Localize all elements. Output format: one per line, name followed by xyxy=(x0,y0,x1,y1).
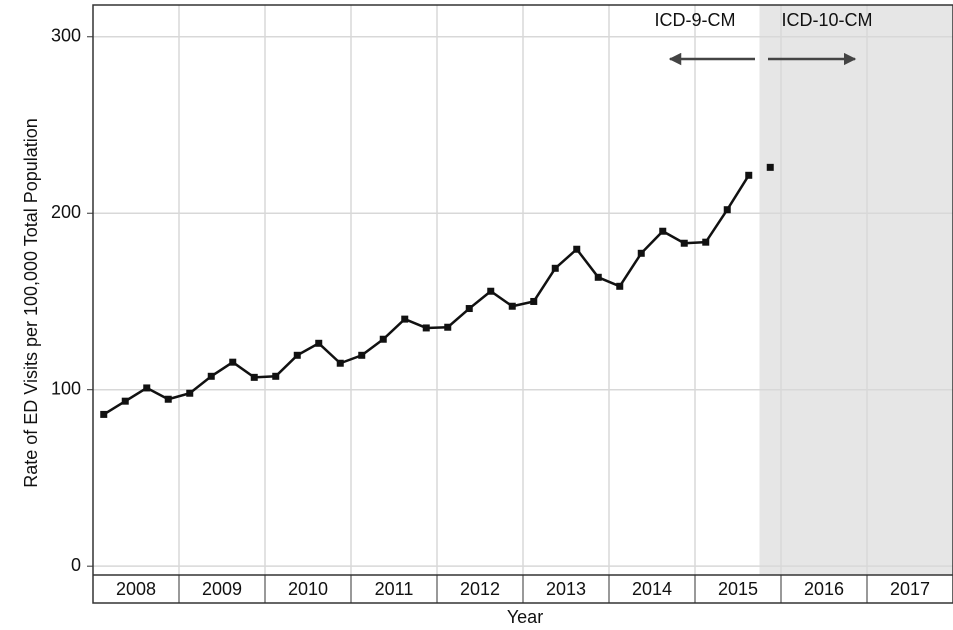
data-point xyxy=(164,395,172,403)
data-point xyxy=(551,264,559,272)
data-point xyxy=(659,227,667,235)
data-point xyxy=(358,351,366,359)
y-tick-label: 100 xyxy=(51,378,81,398)
y-tick-label: 200 xyxy=(51,202,81,222)
data-point xyxy=(100,410,108,418)
x-tick-label: 2013 xyxy=(546,579,586,599)
y-axis-label: Rate of ED Visits per 100,000 Total Popu… xyxy=(21,118,41,488)
data-point xyxy=(573,245,581,253)
plot-frame xyxy=(92,4,953,604)
x-tick-label: 2009 xyxy=(202,579,242,599)
data-point xyxy=(637,249,645,257)
x-axis-label: Year xyxy=(507,607,543,627)
data-point xyxy=(530,297,538,305)
data-point xyxy=(121,397,129,405)
data-point xyxy=(745,171,753,179)
data-point xyxy=(594,273,602,281)
data-point xyxy=(250,373,258,381)
annotation: ICD-10-CM xyxy=(781,10,872,30)
data-point xyxy=(336,359,344,367)
data-point xyxy=(508,302,516,310)
data-point xyxy=(293,351,301,359)
data-point xyxy=(487,287,495,295)
annotation: ICD-9-CM xyxy=(655,10,736,30)
data-point xyxy=(401,315,409,323)
x-tick-label: 2016 xyxy=(804,579,844,599)
series-line xyxy=(103,174,750,416)
data-point xyxy=(444,323,452,331)
data-point xyxy=(766,163,774,171)
x-tick-label: 2011 xyxy=(375,579,414,599)
data-point xyxy=(616,282,624,290)
data-point xyxy=(702,238,710,246)
x-tick-label: 2015 xyxy=(718,579,758,599)
data-point xyxy=(465,305,473,313)
data-point xyxy=(315,339,323,347)
y-tick-label: 300 xyxy=(51,26,81,46)
data-point xyxy=(680,239,688,247)
x-tick-label: 2012 xyxy=(460,579,500,599)
data-point xyxy=(186,389,194,397)
data-point xyxy=(272,372,280,380)
x-tick-label: 2017 xyxy=(890,579,930,599)
x-tick-label: 2010 xyxy=(288,579,328,599)
data-point xyxy=(207,372,215,380)
data-point xyxy=(229,358,237,366)
data-point xyxy=(422,324,430,332)
y-tick-label: 0 xyxy=(71,555,81,575)
shaded-region xyxy=(759,5,953,575)
data-point xyxy=(143,384,151,392)
data-point xyxy=(723,206,731,214)
x-tick-label: 2014 xyxy=(632,579,672,599)
x-tick-label: 2008 xyxy=(116,579,156,599)
data-point xyxy=(379,335,387,343)
